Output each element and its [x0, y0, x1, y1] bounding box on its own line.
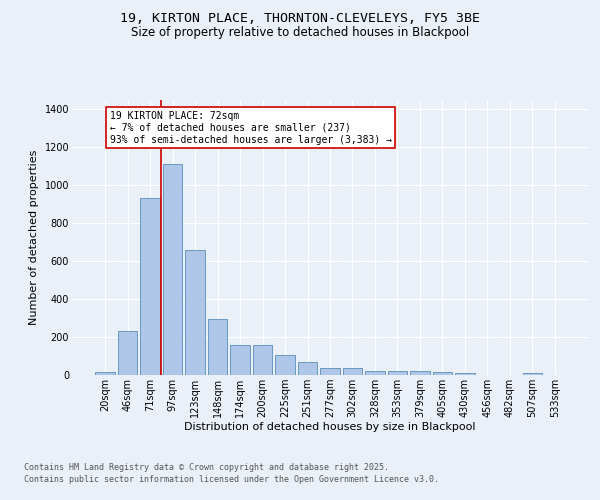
Bar	[410, 371, 430, 375]
Bar	[388, 371, 407, 375]
Bar	[140, 198, 160, 375]
Bar	[298, 362, 317, 375]
Y-axis label: Number of detached properties: Number of detached properties	[29, 150, 39, 325]
Bar	[523, 374, 542, 375]
Bar	[365, 371, 385, 375]
Bar	[275, 355, 295, 375]
Text: 19 KIRTON PLACE: 72sqm
← 7% of detached houses are smaller (237)
93% of semi-det: 19 KIRTON PLACE: 72sqm ← 7% of detached …	[110, 112, 392, 144]
Bar	[118, 332, 137, 375]
Text: Contains HM Land Registry data © Crown copyright and database right 2025.: Contains HM Land Registry data © Crown c…	[24, 464, 389, 472]
Bar	[320, 368, 340, 375]
Text: Distribution of detached houses by size in Blackpool: Distribution of detached houses by size …	[184, 422, 476, 432]
Text: 19, KIRTON PLACE, THORNTON-CLEVELEYS, FY5 3BE: 19, KIRTON PLACE, THORNTON-CLEVELEYS, FY…	[120, 12, 480, 26]
Bar	[230, 344, 250, 375]
Bar	[208, 319, 227, 375]
Bar	[185, 250, 205, 375]
Text: Contains public sector information licensed under the Open Government Licence v3: Contains public sector information licen…	[24, 475, 439, 484]
Bar	[343, 368, 362, 375]
Text: Size of property relative to detached houses in Blackpool: Size of property relative to detached ho…	[131, 26, 469, 39]
Bar	[95, 372, 115, 375]
Bar	[433, 372, 452, 375]
Bar	[163, 164, 182, 375]
Bar	[253, 344, 272, 375]
Bar	[455, 373, 475, 375]
